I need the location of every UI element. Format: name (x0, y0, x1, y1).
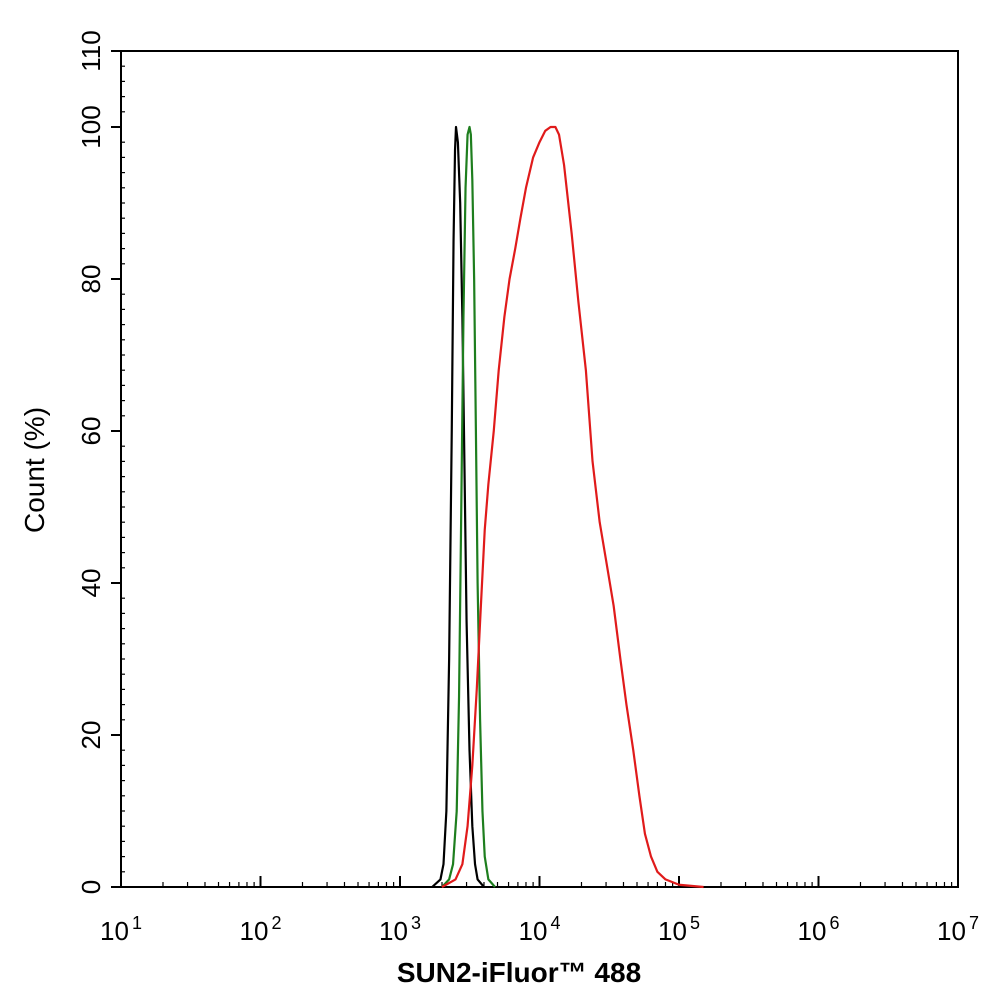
y-tick-label: 80 (76, 265, 106, 294)
x-axis-minor-ticks (162, 882, 953, 887)
x-axis-tick-labels: 10 1 10 2 10 3 10 4 10 5 10 6 10 7 (100, 913, 979, 946)
y-axis-label: Count (%) (19, 407, 50, 533)
x-tick-label-exponent: 2 (271, 913, 281, 933)
y-tick-label: 40 (76, 569, 106, 598)
x-tick-label-base: 10 (100, 916, 129, 946)
x-tick-label: 10 4 (519, 913, 561, 946)
y-tick-label: 60 (76, 417, 106, 446)
x-tick-label: 10 6 (798, 913, 840, 946)
x-tick-label-base: 10 (658, 916, 687, 946)
x-tick-label-exponent: 5 (690, 913, 700, 933)
y-axis-tick-labels: 0 20 40 60 80 100 110 (76, 30, 106, 894)
series-line-2 (441, 125, 496, 888)
x-tick-label-exponent: 1 (132, 913, 142, 933)
series-lines (431, 125, 704, 889)
x-tick-label-base: 10 (379, 916, 408, 946)
series-line-1 (431, 125, 485, 888)
x-tick-label-exponent: 6 (829, 913, 839, 933)
y-tick-label: 110 (76, 30, 106, 71)
y-tick-label: 0 (76, 880, 106, 894)
y-axis-major-ticks (111, 50, 121, 888)
x-tick-label-base: 10 (937, 916, 966, 946)
y-tick-label: 100 (76, 105, 106, 148)
x-tick-label-exponent: 7 (969, 913, 979, 933)
y-tick-label: 20 (76, 721, 106, 750)
x-tick-label: 10 1 (100, 913, 142, 946)
y-axis-minor-ticks (121, 65, 125, 873)
x-tick-label-exponent: 3 (411, 913, 421, 933)
x-tick-label-base: 10 (240, 916, 269, 946)
x-tick-label: 10 3 (379, 913, 421, 946)
x-tick-label: 10 5 (658, 913, 700, 946)
x-tick-label-exponent: 4 (550, 913, 560, 933)
x-tick-label-base: 10 (798, 916, 827, 946)
x-axis-label: SUN2-iFluor™ 488 (397, 957, 641, 988)
plot-frame (120, 50, 959, 888)
x-tick-label: 10 2 (240, 913, 282, 946)
series-line-3 (441, 125, 704, 889)
x-tick-label: 10 7 (937, 913, 979, 946)
x-tick-label-base: 10 (519, 916, 548, 946)
